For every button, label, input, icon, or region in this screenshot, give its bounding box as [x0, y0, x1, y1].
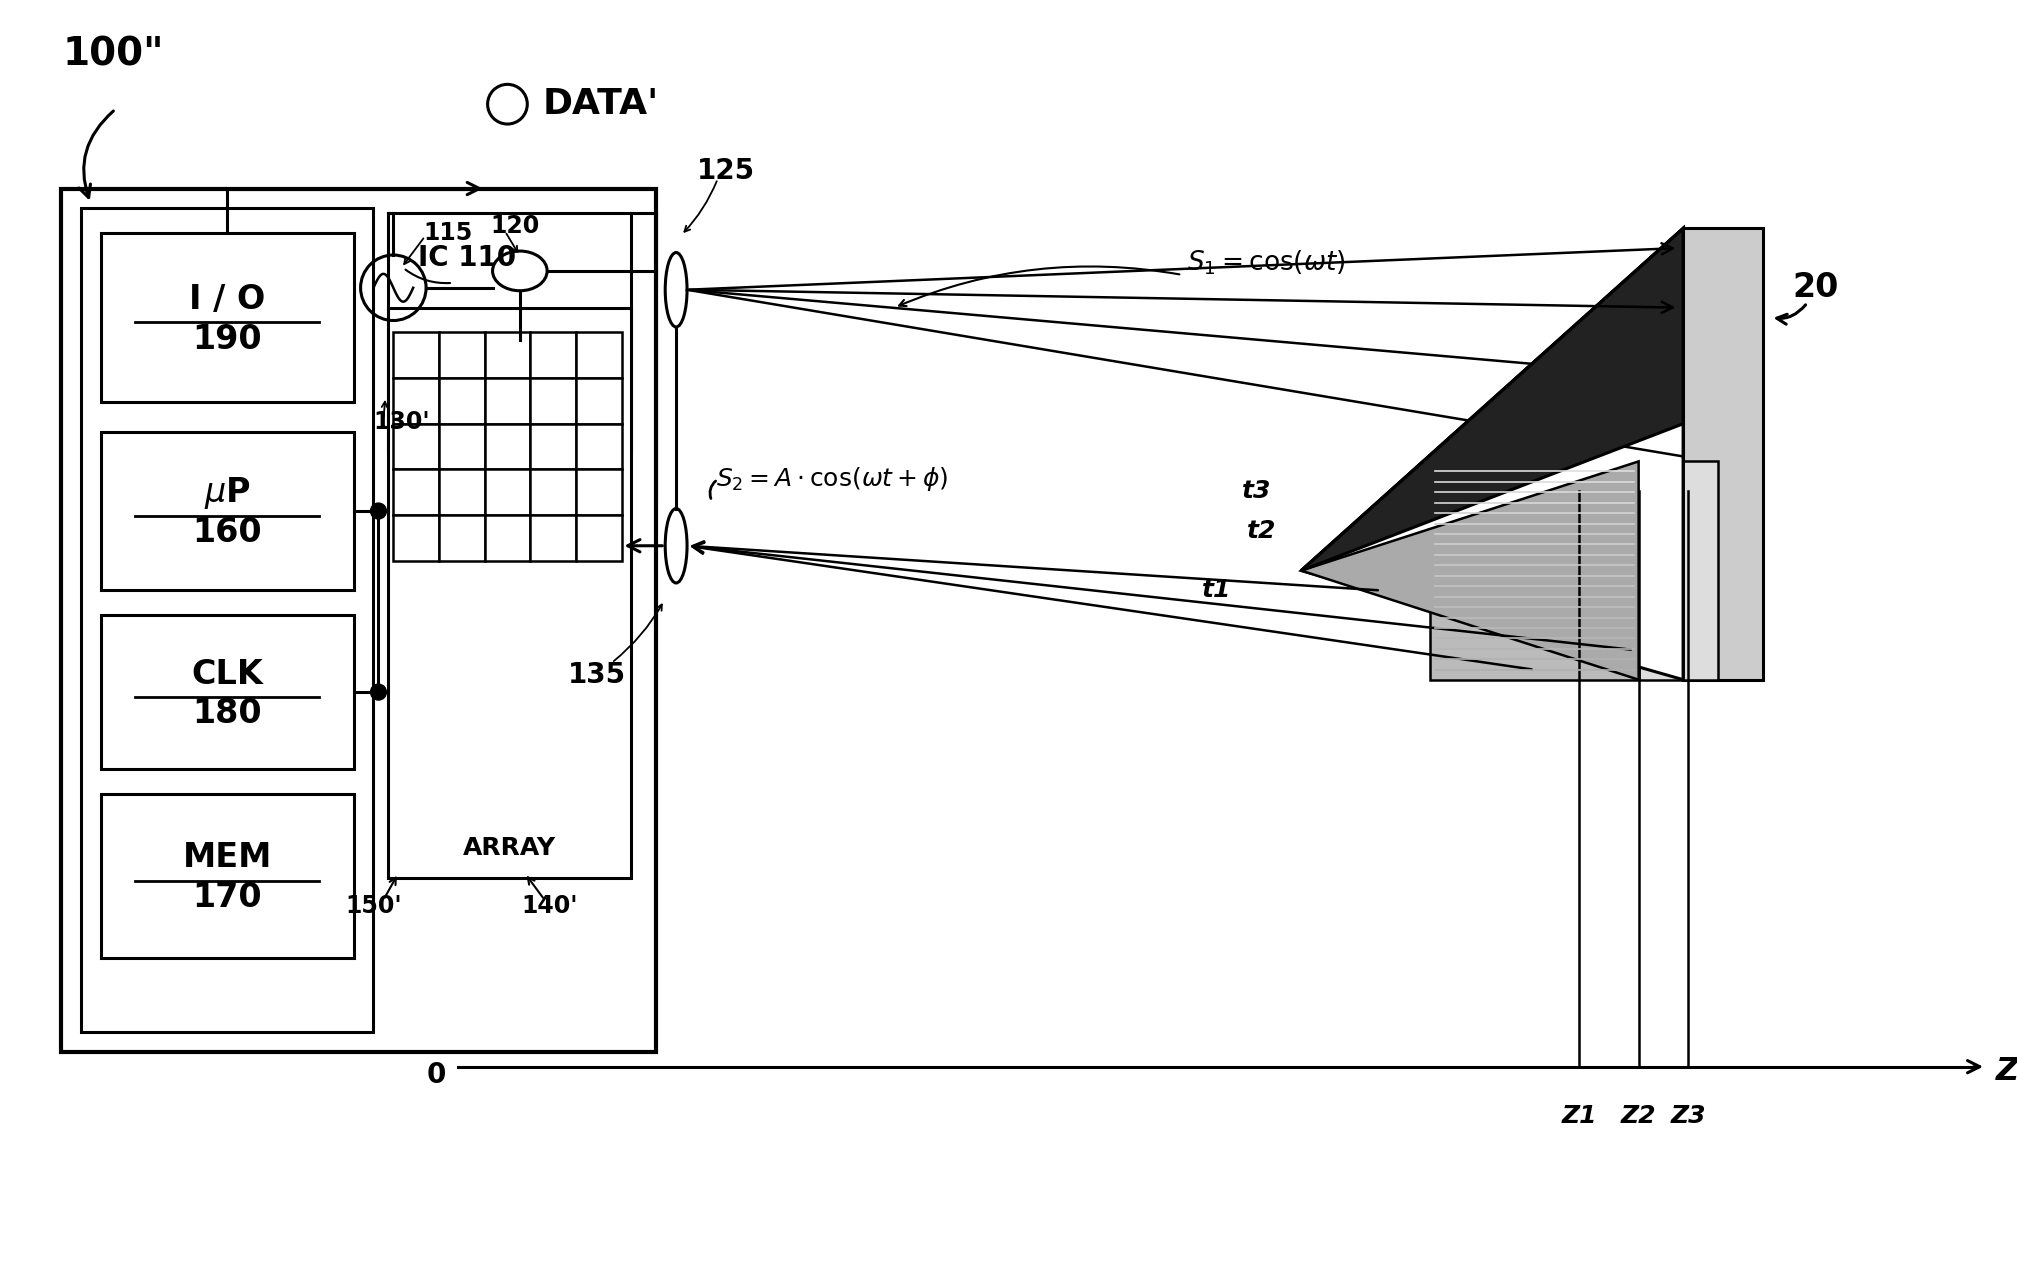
Bar: [577, 469, 621, 515]
Text: Z1: Z1: [1561, 1104, 1597, 1128]
Bar: [61, 189, 656, 1052]
Bar: [389, 307, 631, 878]
Circle shape: [371, 684, 387, 700]
Text: $S_1 = \cos(\omega t)$: $S_1 = \cos(\omega t)$: [1188, 249, 1345, 278]
Text: I / O: I / O: [190, 283, 266, 316]
Polygon shape: [1301, 461, 1638, 680]
Text: Z: Z: [1997, 1056, 2017, 1087]
Text: 115: 115: [424, 221, 472, 245]
Text: $S_2 = A \cdot \cos(\omega t + \phi)$: $S_2 = A \cdot \cos(\omega t + \phi)$: [716, 465, 948, 493]
Bar: [393, 378, 440, 424]
Bar: [440, 333, 484, 378]
Bar: [440, 515, 484, 560]
Bar: [101, 233, 353, 402]
Text: 0: 0: [426, 1060, 446, 1088]
Polygon shape: [1301, 229, 1684, 571]
Bar: [530, 469, 577, 515]
Bar: [393, 515, 440, 560]
Bar: [484, 424, 530, 469]
Bar: [440, 424, 484, 469]
Text: t1: t1: [1202, 578, 1232, 603]
Bar: [389, 213, 631, 451]
Bar: [530, 378, 577, 424]
Bar: [440, 378, 484, 424]
Bar: [577, 515, 621, 560]
Bar: [101, 432, 353, 590]
Text: ARRAY: ARRAY: [464, 837, 557, 861]
Text: 120: 120: [490, 215, 539, 238]
Text: t3: t3: [1242, 479, 1271, 504]
Bar: [484, 333, 530, 378]
Bar: [577, 424, 621, 469]
Text: 150': 150': [345, 894, 401, 917]
Text: 180: 180: [192, 698, 262, 730]
Bar: [101, 616, 353, 768]
Bar: [393, 333, 440, 378]
Text: MEM: MEM: [182, 842, 272, 874]
Bar: [393, 469, 440, 515]
Text: 190: 190: [192, 323, 262, 356]
Text: 130': 130': [373, 410, 430, 434]
Text: 100": 100": [63, 36, 165, 73]
Bar: [393, 424, 440, 469]
Bar: [577, 333, 621, 378]
Bar: [440, 469, 484, 515]
Bar: [530, 333, 577, 378]
Text: CLK: CLK: [192, 658, 262, 691]
Text: $\mu$P: $\mu$P: [204, 475, 250, 511]
Circle shape: [371, 504, 387, 519]
Text: t2: t2: [1247, 519, 1277, 542]
Text: 135: 135: [567, 660, 625, 689]
Text: 125: 125: [696, 157, 754, 185]
Bar: [1430, 461, 1638, 680]
Text: DATA': DATA': [543, 87, 658, 121]
Bar: [1638, 461, 1718, 680]
Bar: [484, 515, 530, 560]
Bar: [530, 515, 577, 560]
Bar: [101, 794, 353, 957]
Text: 20: 20: [1793, 271, 1840, 305]
Text: IC 110: IC 110: [418, 244, 516, 272]
Bar: [1684, 229, 1763, 680]
Polygon shape: [1301, 229, 1684, 680]
Text: 170: 170: [192, 882, 262, 914]
Bar: [530, 424, 577, 469]
Bar: [484, 378, 530, 424]
Text: 160: 160: [192, 517, 262, 550]
Bar: [484, 469, 530, 515]
Text: 140': 140': [520, 894, 577, 917]
Bar: [81, 208, 373, 1032]
Text: Z3: Z3: [1670, 1104, 1706, 1128]
Text: Z2: Z2: [1622, 1104, 1656, 1128]
Bar: [577, 378, 621, 424]
